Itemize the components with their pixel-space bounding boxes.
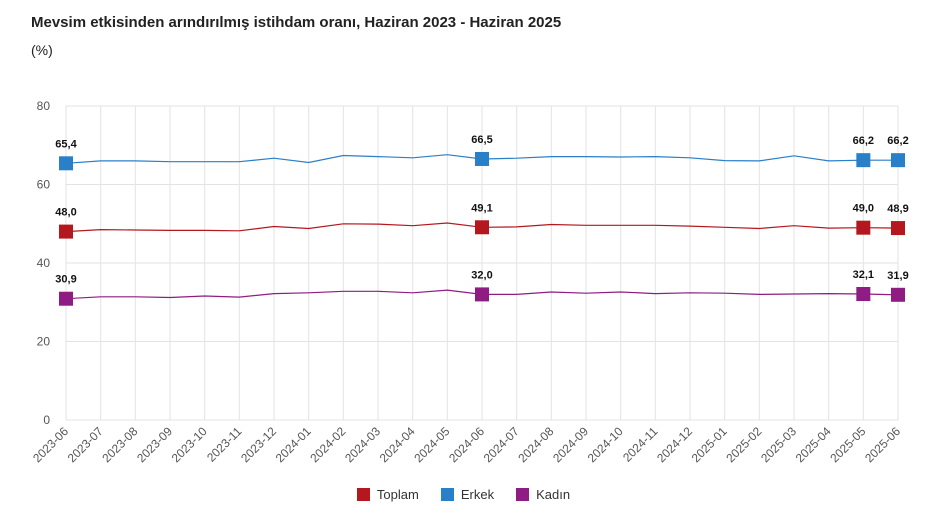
x-tick-label: 2024-07 — [481, 424, 522, 465]
x-tick-label: 2025-06 — [862, 424, 903, 465]
data-marker-toplam — [891, 221, 905, 236]
x-tick-label: 2024-11 — [620, 424, 661, 465]
data-marker-kadin — [475, 287, 489, 302]
data-marker-toplam — [59, 224, 73, 239]
data-marker-erkek — [891, 153, 905, 168]
x-tick-label: 2025-05 — [827, 424, 868, 465]
x-tick-label: 2025-04 — [793, 424, 834, 465]
data-label-kadin: 30,9 — [55, 274, 76, 286]
legend-label-erkek: Erkek — [460, 487, 495, 502]
data-marker-erkek — [475, 151, 489, 166]
legend: Toplam Erkek Kadın — [0, 487, 927, 502]
legend-item-erkek[interactable]: Erkek — [440, 487, 495, 502]
x-tick-label: 2024-12 — [654, 424, 695, 465]
data-label-kadin: 32,0 — [471, 269, 492, 281]
data-label-toplam: 49,1 — [471, 202, 492, 214]
data-label-kadin: 31,9 — [887, 270, 908, 282]
data-marker-erkek — [59, 156, 73, 171]
y-tick-label: 60 — [37, 178, 51, 192]
x-tick-label: 2025-02 — [723, 424, 764, 465]
legend-label-kadin: Kadın — [536, 487, 571, 502]
legend-item-toplam[interactable]: Toplam — [356, 487, 419, 502]
y-tick-label: 0 — [43, 413, 50, 427]
x-tick-label: 2023-08 — [99, 424, 140, 465]
x-tick-label: 2025-03 — [758, 424, 799, 465]
legend-item-kadin[interactable]: Kadın — [516, 487, 570, 502]
x-tick-label: 2023-11 — [204, 424, 245, 465]
data-marker-toplam — [856, 220, 871, 235]
data-marker-kadin — [856, 287, 871, 302]
x-tick-label: 2023-06 — [30, 424, 71, 465]
legend-swatch-erkek — [440, 488, 454, 501]
data-marker-kadin — [59, 291, 73, 306]
chart-subtitle: (%) — [31, 42, 53, 58]
data-marker-kadin — [891, 287, 905, 302]
x-tick-label: 2024-02 — [307, 424, 348, 465]
x-tick-label: 2024-05 — [411, 424, 452, 465]
x-tick-label: 2023-07 — [65, 424, 106, 465]
data-marker-erkek — [856, 153, 871, 168]
legend-swatch-toplam — [356, 488, 370, 501]
y-tick-label: 40 — [37, 256, 51, 270]
data-label-kadin: 32,1 — [853, 269, 874, 281]
x-tick-label: 2023-10 — [169, 424, 210, 465]
x-tick-label: 2024-06 — [446, 424, 487, 465]
x-tick-label: 2023-09 — [134, 424, 175, 465]
chart-title: Mevsim etkisinden arındırılmış istihdam … — [31, 14, 562, 31]
data-label-erkek: 66,2 — [887, 135, 908, 147]
data-label-erkek: 66,5 — [471, 134, 492, 146]
x-tick-label: 2023-12 — [238, 424, 279, 465]
x-tick-label: 2024-10 — [585, 424, 626, 465]
data-label-erkek: 65,4 — [55, 138, 77, 150]
data-label-toplam: 48,0 — [55, 207, 76, 219]
y-tick-label: 20 — [37, 335, 51, 349]
legend-label-toplam: Toplam — [376, 487, 419, 502]
data-label-erkek: 66,2 — [853, 135, 874, 147]
x-tick-label: 2024-04 — [377, 424, 418, 465]
data-label-toplam: 48,9 — [887, 203, 908, 215]
x-tick-label: 2024-09 — [550, 424, 591, 465]
x-tick-label: 2024-08 — [515, 424, 556, 465]
y-tick-label: 80 — [37, 99, 51, 113]
x-tick-label: 2024-03 — [342, 424, 383, 465]
legend-swatch-kadin — [516, 488, 530, 501]
x-tick-label: 2024-01 — [273, 424, 314, 465]
data-marker-toplam — [475, 220, 489, 235]
x-tick-label: 2025-01 — [689, 424, 730, 465]
data-label-toplam: 49,0 — [853, 203, 874, 215]
